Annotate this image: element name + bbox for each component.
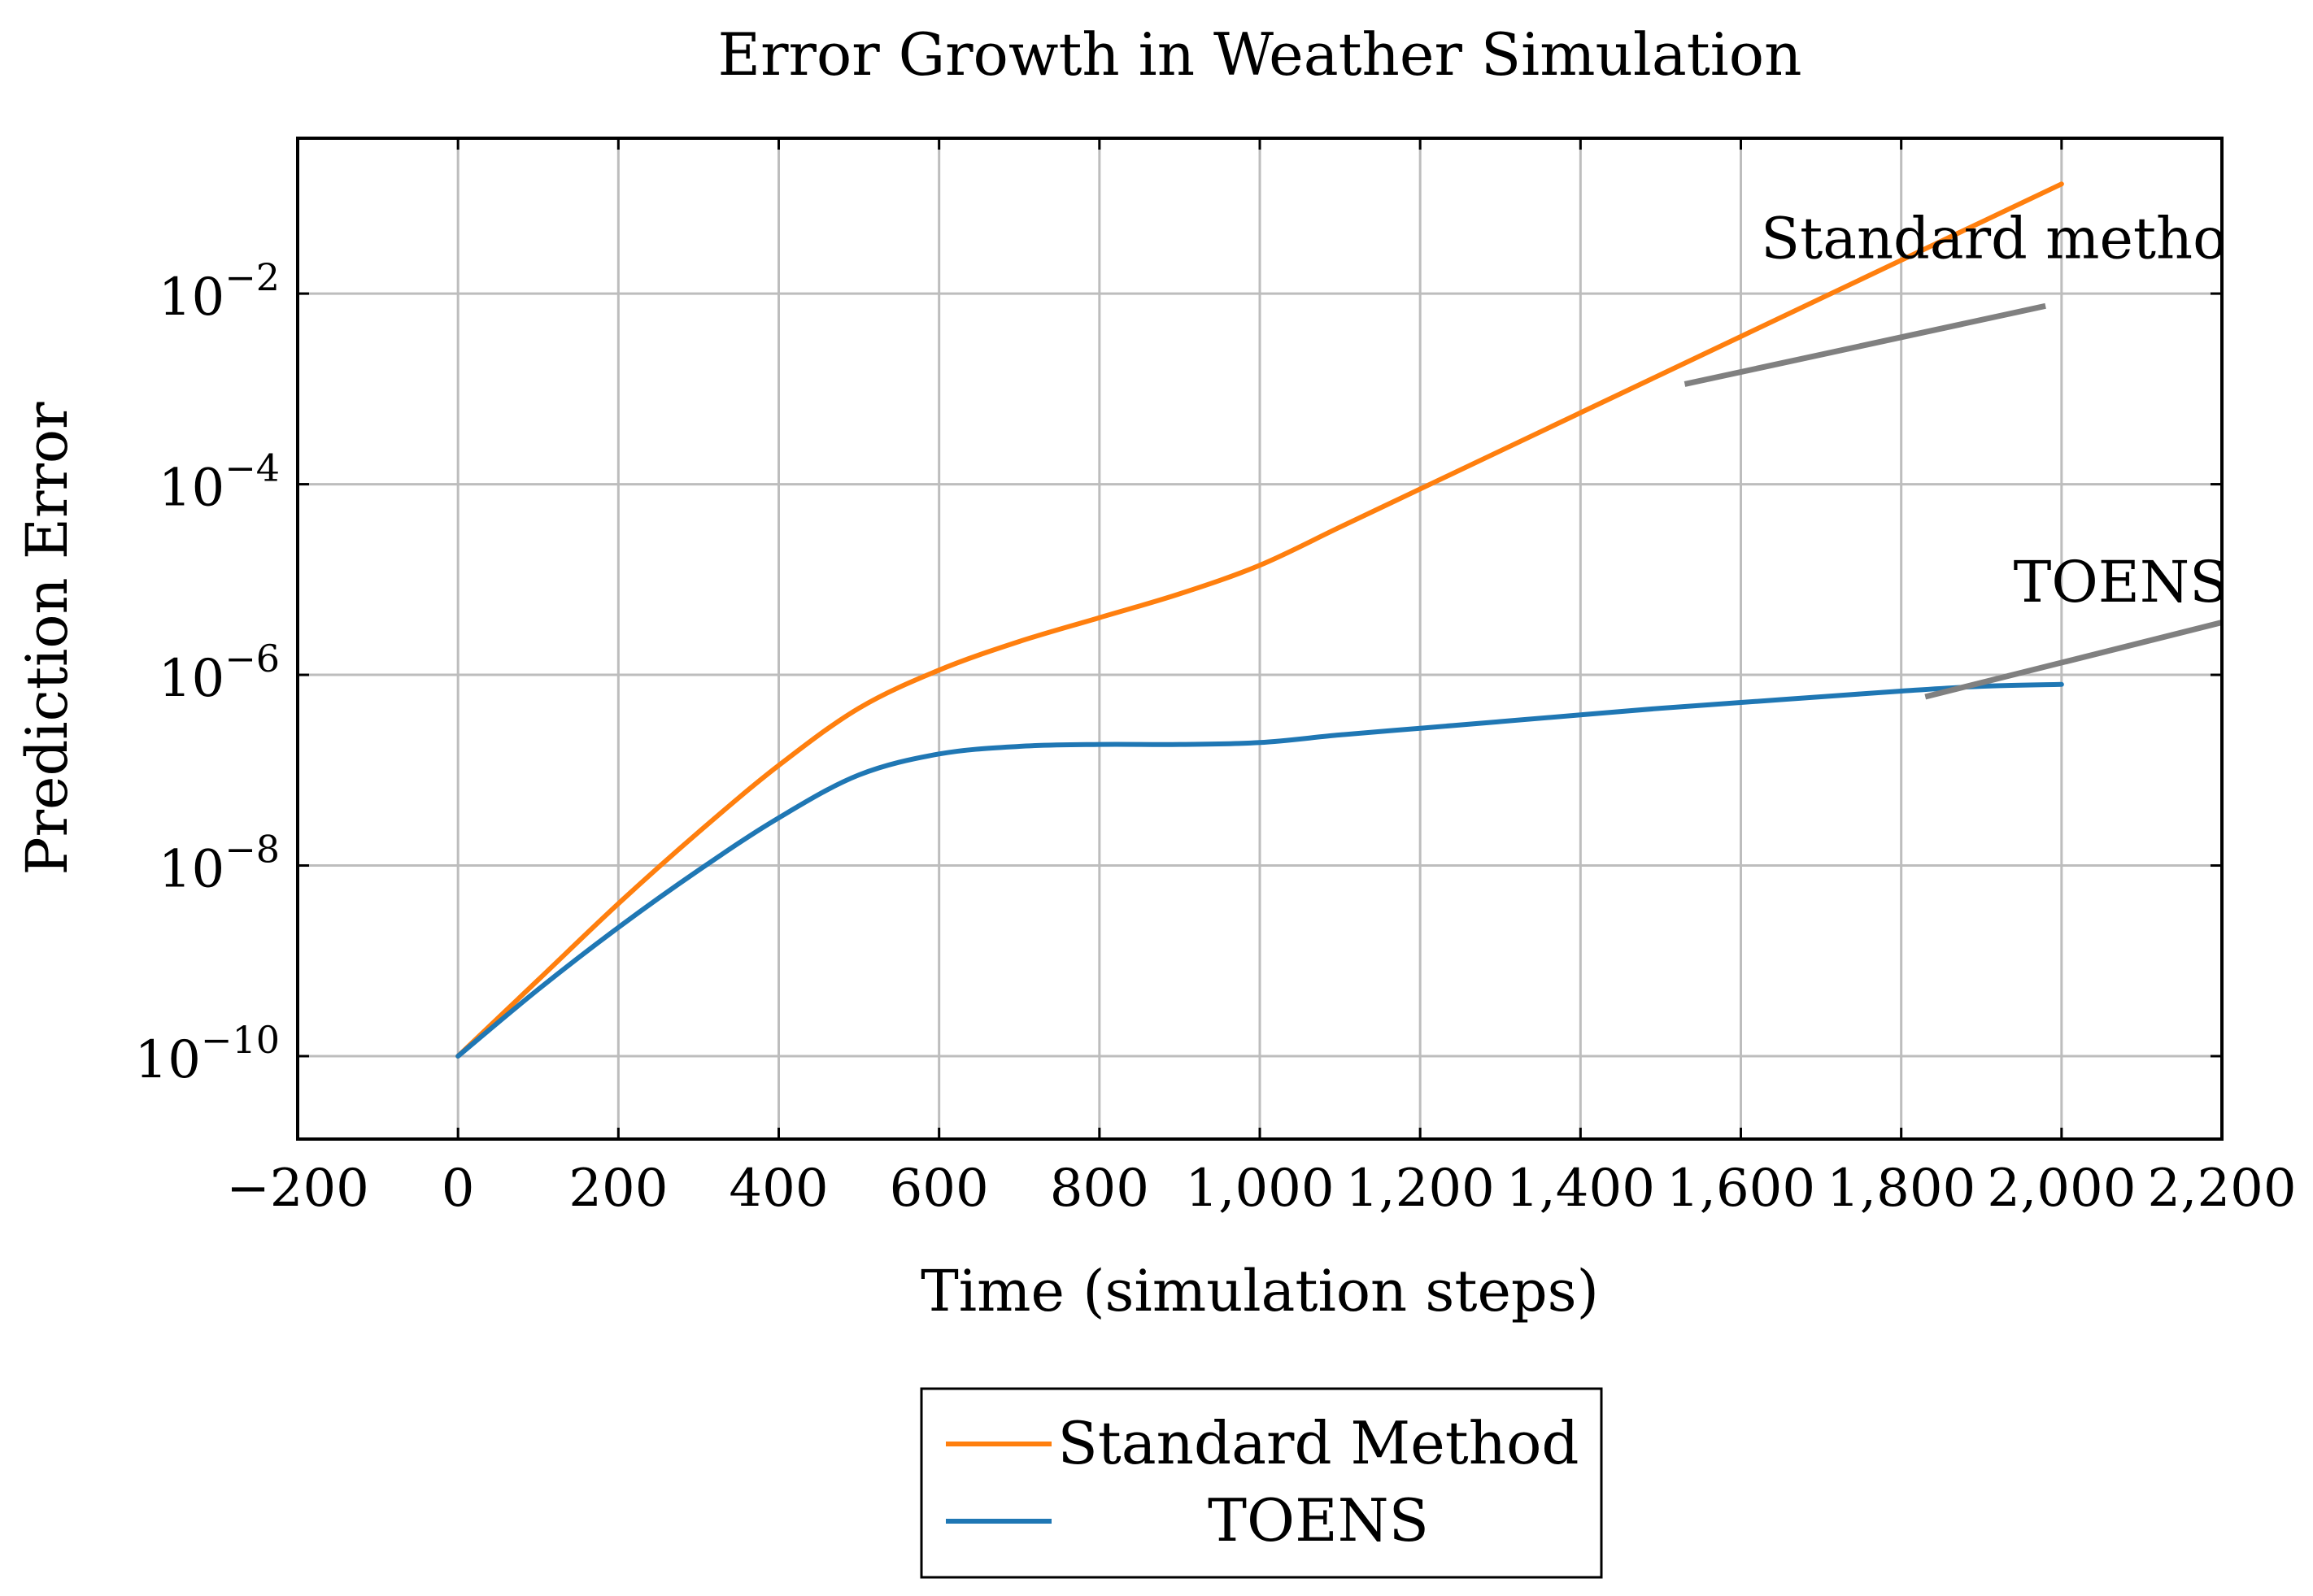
grid-layer [296,138,2224,1139]
y-tick-label: 10−4 [159,446,280,519]
annotation-layer: Standard method TOENS [1684,206,2263,700]
series-line-standard-method [455,181,2064,1059]
annotation-label-standard-method: Standard method [1761,206,2263,272]
legend-label-standard-method: Standard Method [1057,1409,1579,1477]
legend-box [920,1387,1603,1579]
x-tick-label: 1,400 [1506,1159,1655,1219]
legend: Standard Method TOENS [920,1387,1603,1579]
y-axis-title: Prediction Error [14,402,81,876]
x-tick-label: 200 [568,1159,668,1219]
x-tick-labels: −200 0 200 400 600 800 1,000 1,200 1,400 1,600 1,8… [226,1159,2297,1219]
x-tick-label: 800 [1050,1159,1149,1219]
y-tick-label: 10−10 [134,1018,280,1090]
y-tick-label: 10−8 [159,828,280,900]
x-tick-label: 0 [442,1159,475,1219]
annotation-line-standard-method [1684,302,2046,387]
x-tick-label: 1,200 [1346,1159,1495,1219]
x-tick-label: 400 [729,1159,828,1219]
x-tick-label: 1,600 [1666,1159,1815,1219]
annotation-label-toens: TOENS [2014,549,2228,615]
x-tick-label: 2,200 [2147,1159,2296,1219]
x-tick-label: 1,000 [1185,1159,1334,1219]
y-tick-label: 10−6 [159,637,280,709]
x-tick-label: 600 [890,1159,989,1219]
plot-area-frame [296,137,2224,1141]
series-line-toens [455,681,2064,1059]
legend-label-toens: TOENS [1208,1486,1429,1555]
y-tick-label: 10−2 [159,255,280,328]
annotation-line-toens [1924,620,2222,700]
chart-title: Error Growth in Weather Simulation [718,20,1802,89]
x-tick-label: 2,000 [1987,1159,2136,1219]
x-tick-label: 1,800 [1827,1159,1975,1219]
x-tick-label: −200 [226,1159,369,1219]
y-tick-labels: 10−10 10−8 10−6 10−4 10−2 [134,255,280,1090]
x-axis-title: Time (simulation steps) [921,1258,1599,1324]
series-layer [455,181,2064,1059]
